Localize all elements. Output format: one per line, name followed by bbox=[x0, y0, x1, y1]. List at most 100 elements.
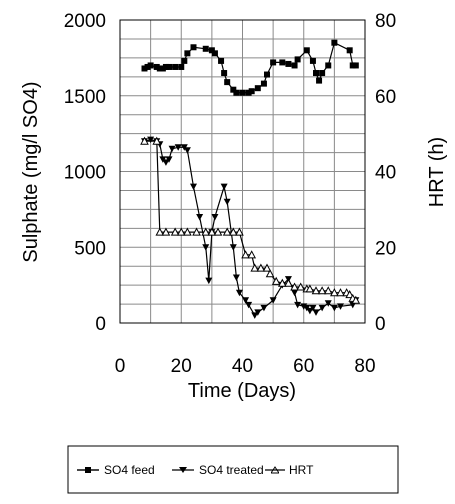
x-tick-label: 0 bbox=[115, 356, 126, 377]
data-point-so4-treated bbox=[162, 159, 170, 166]
series-hrt bbox=[140, 136, 361, 304]
data-point-so4-feed bbox=[349, 62, 356, 69]
data-point-hrt bbox=[305, 284, 315, 293]
data-point-hrt bbox=[140, 136, 149, 145]
data-point-so4-feed bbox=[147, 62, 154, 69]
data-point-hrt bbox=[277, 278, 287, 287]
data-point-so4-treated bbox=[223, 198, 231, 206]
data-point-so4-feed bbox=[260, 80, 267, 87]
legend-box bbox=[67, 445, 399, 494]
y2-tick-label: 60 bbox=[375, 87, 396, 108]
data-point-so4-treated bbox=[229, 244, 237, 251]
data-point-so4-feed bbox=[346, 47, 353, 54]
data-point-so4-feed bbox=[270, 59, 277, 66]
data-point-so4-feed bbox=[224, 79, 231, 86]
data-point-so4-feed bbox=[153, 63, 160, 70]
data-point-so4-feed bbox=[172, 63, 179, 70]
data-point-hrt bbox=[222, 227, 232, 236]
data-point-so4-feed bbox=[141, 65, 148, 72]
data-point-so4-treated bbox=[242, 297, 250, 304]
data-point-so4-feed bbox=[190, 44, 197, 51]
data-point-hrt bbox=[161, 227, 171, 236]
data-point-so4-feed bbox=[181, 57, 188, 64]
data-point-hrt bbox=[271, 276, 281, 285]
data-point-so4-feed bbox=[313, 70, 319, 77]
y2-tick-label: 80 bbox=[375, 11, 396, 32]
data-point-so4-feed bbox=[309, 57, 316, 64]
series-layer bbox=[140, 39, 361, 319]
data-point-hrt bbox=[256, 263, 266, 272]
data-point-so4-treated bbox=[235, 289, 243, 297]
data-point-hrt bbox=[351, 295, 361, 304]
legend-label-so4-feed: SO4 feed bbox=[104, 463, 155, 477]
data-point-so4-treated bbox=[294, 301, 302, 309]
data-point-so4-feed bbox=[279, 59, 286, 66]
series-so4-treated bbox=[141, 136, 360, 319]
data-point-so4-feed bbox=[184, 50, 191, 57]
data-point-so4-feed bbox=[178, 63, 185, 70]
data-point-so4-feed bbox=[316, 77, 323, 84]
data-point-hrt bbox=[241, 250, 250, 259]
legend-item-so4-feed: SO4 feed bbox=[77, 463, 155, 477]
data-point-so4-treated bbox=[220, 183, 228, 191]
data-point-hrt bbox=[330, 288, 339, 297]
data-point-so4-treated bbox=[196, 213, 204, 221]
data-point-so4-feed bbox=[221, 70, 228, 77]
data-point-so4-feed bbox=[254, 85, 261, 92]
y2-tick-label: 0 bbox=[375, 314, 386, 335]
data-point-so4-feed bbox=[319, 70, 326, 77]
y2-tick-labels: 0 20 40 60 80 bbox=[375, 11, 396, 335]
data-point-so4-feed bbox=[144, 63, 151, 70]
data-point-hrt bbox=[265, 269, 275, 278]
data-point-so4-feed bbox=[233, 89, 240, 96]
data-point-so4-feed bbox=[303, 47, 310, 54]
data-point-hrt bbox=[170, 227, 180, 236]
data-point-so4-treated bbox=[174, 144, 182, 151]
data-point-so4-feed bbox=[291, 62, 298, 69]
data-point-so4-treated bbox=[205, 277, 213, 285]
data-point-hrt bbox=[201, 227, 211, 236]
data-point-hrt bbox=[247, 250, 257, 259]
data-point-so4-treated bbox=[269, 297, 277, 304]
data-point-so4-treated bbox=[251, 312, 259, 319]
data-point-hrt bbox=[284, 278, 293, 287]
data-point-hrt bbox=[323, 286, 333, 295]
data-point-so4-feed bbox=[211, 50, 218, 57]
x-tick-label: 20 bbox=[171, 356, 192, 377]
y-axis-label: Sulphate (mg/l SO4) bbox=[20, 81, 42, 262]
data-point-hrt bbox=[336, 288, 345, 297]
x-axis-label: Time (Days) bbox=[188, 380, 296, 402]
data-point-hrt bbox=[262, 263, 272, 272]
data-point-hrt bbox=[311, 286, 321, 295]
data-point-hrt bbox=[235, 227, 244, 236]
data-point-hrt bbox=[317, 286, 327, 295]
data-point-hrt bbox=[192, 227, 201, 236]
data-point-so4-treated bbox=[168, 145, 176, 153]
data-point-so4-treated bbox=[312, 309, 320, 316]
data-point-so4-feed bbox=[166, 63, 172, 70]
y-tick-labels: 0 500 1000 1500 2000 bbox=[64, 11, 106, 335]
series-line-so4-treated bbox=[144, 139, 357, 317]
data-point-hrt bbox=[296, 282, 306, 291]
data-point-so4-treated bbox=[165, 156, 173, 163]
data-point-hrt bbox=[228, 227, 238, 236]
data-point-so4-feed bbox=[294, 56, 301, 63]
data-point-so4-feed bbox=[352, 62, 359, 69]
y2-tick-label: 20 bbox=[375, 238, 396, 259]
data-point-so4-treated bbox=[324, 300, 332, 307]
y-tick-label: 1500 bbox=[64, 87, 106, 108]
data-point-so4-feed bbox=[331, 39, 338, 46]
data-point-so4-treated bbox=[318, 304, 326, 312]
data-point-so4-treated bbox=[232, 274, 240, 282]
x-tick-label: 60 bbox=[293, 356, 314, 377]
data-point-so4-feed bbox=[162, 63, 169, 70]
data-point-so4-treated bbox=[147, 136, 155, 144]
data-point-hrt bbox=[250, 263, 260, 272]
data-point-hrt bbox=[213, 227, 223, 236]
x-tick-label: 80 bbox=[354, 356, 375, 377]
y2-axis-label: HRT (h) bbox=[426, 137, 448, 207]
data-point-so4-treated bbox=[306, 307, 314, 315]
data-point-hrt bbox=[155, 227, 165, 236]
x-tick-label: 40 bbox=[232, 356, 253, 377]
